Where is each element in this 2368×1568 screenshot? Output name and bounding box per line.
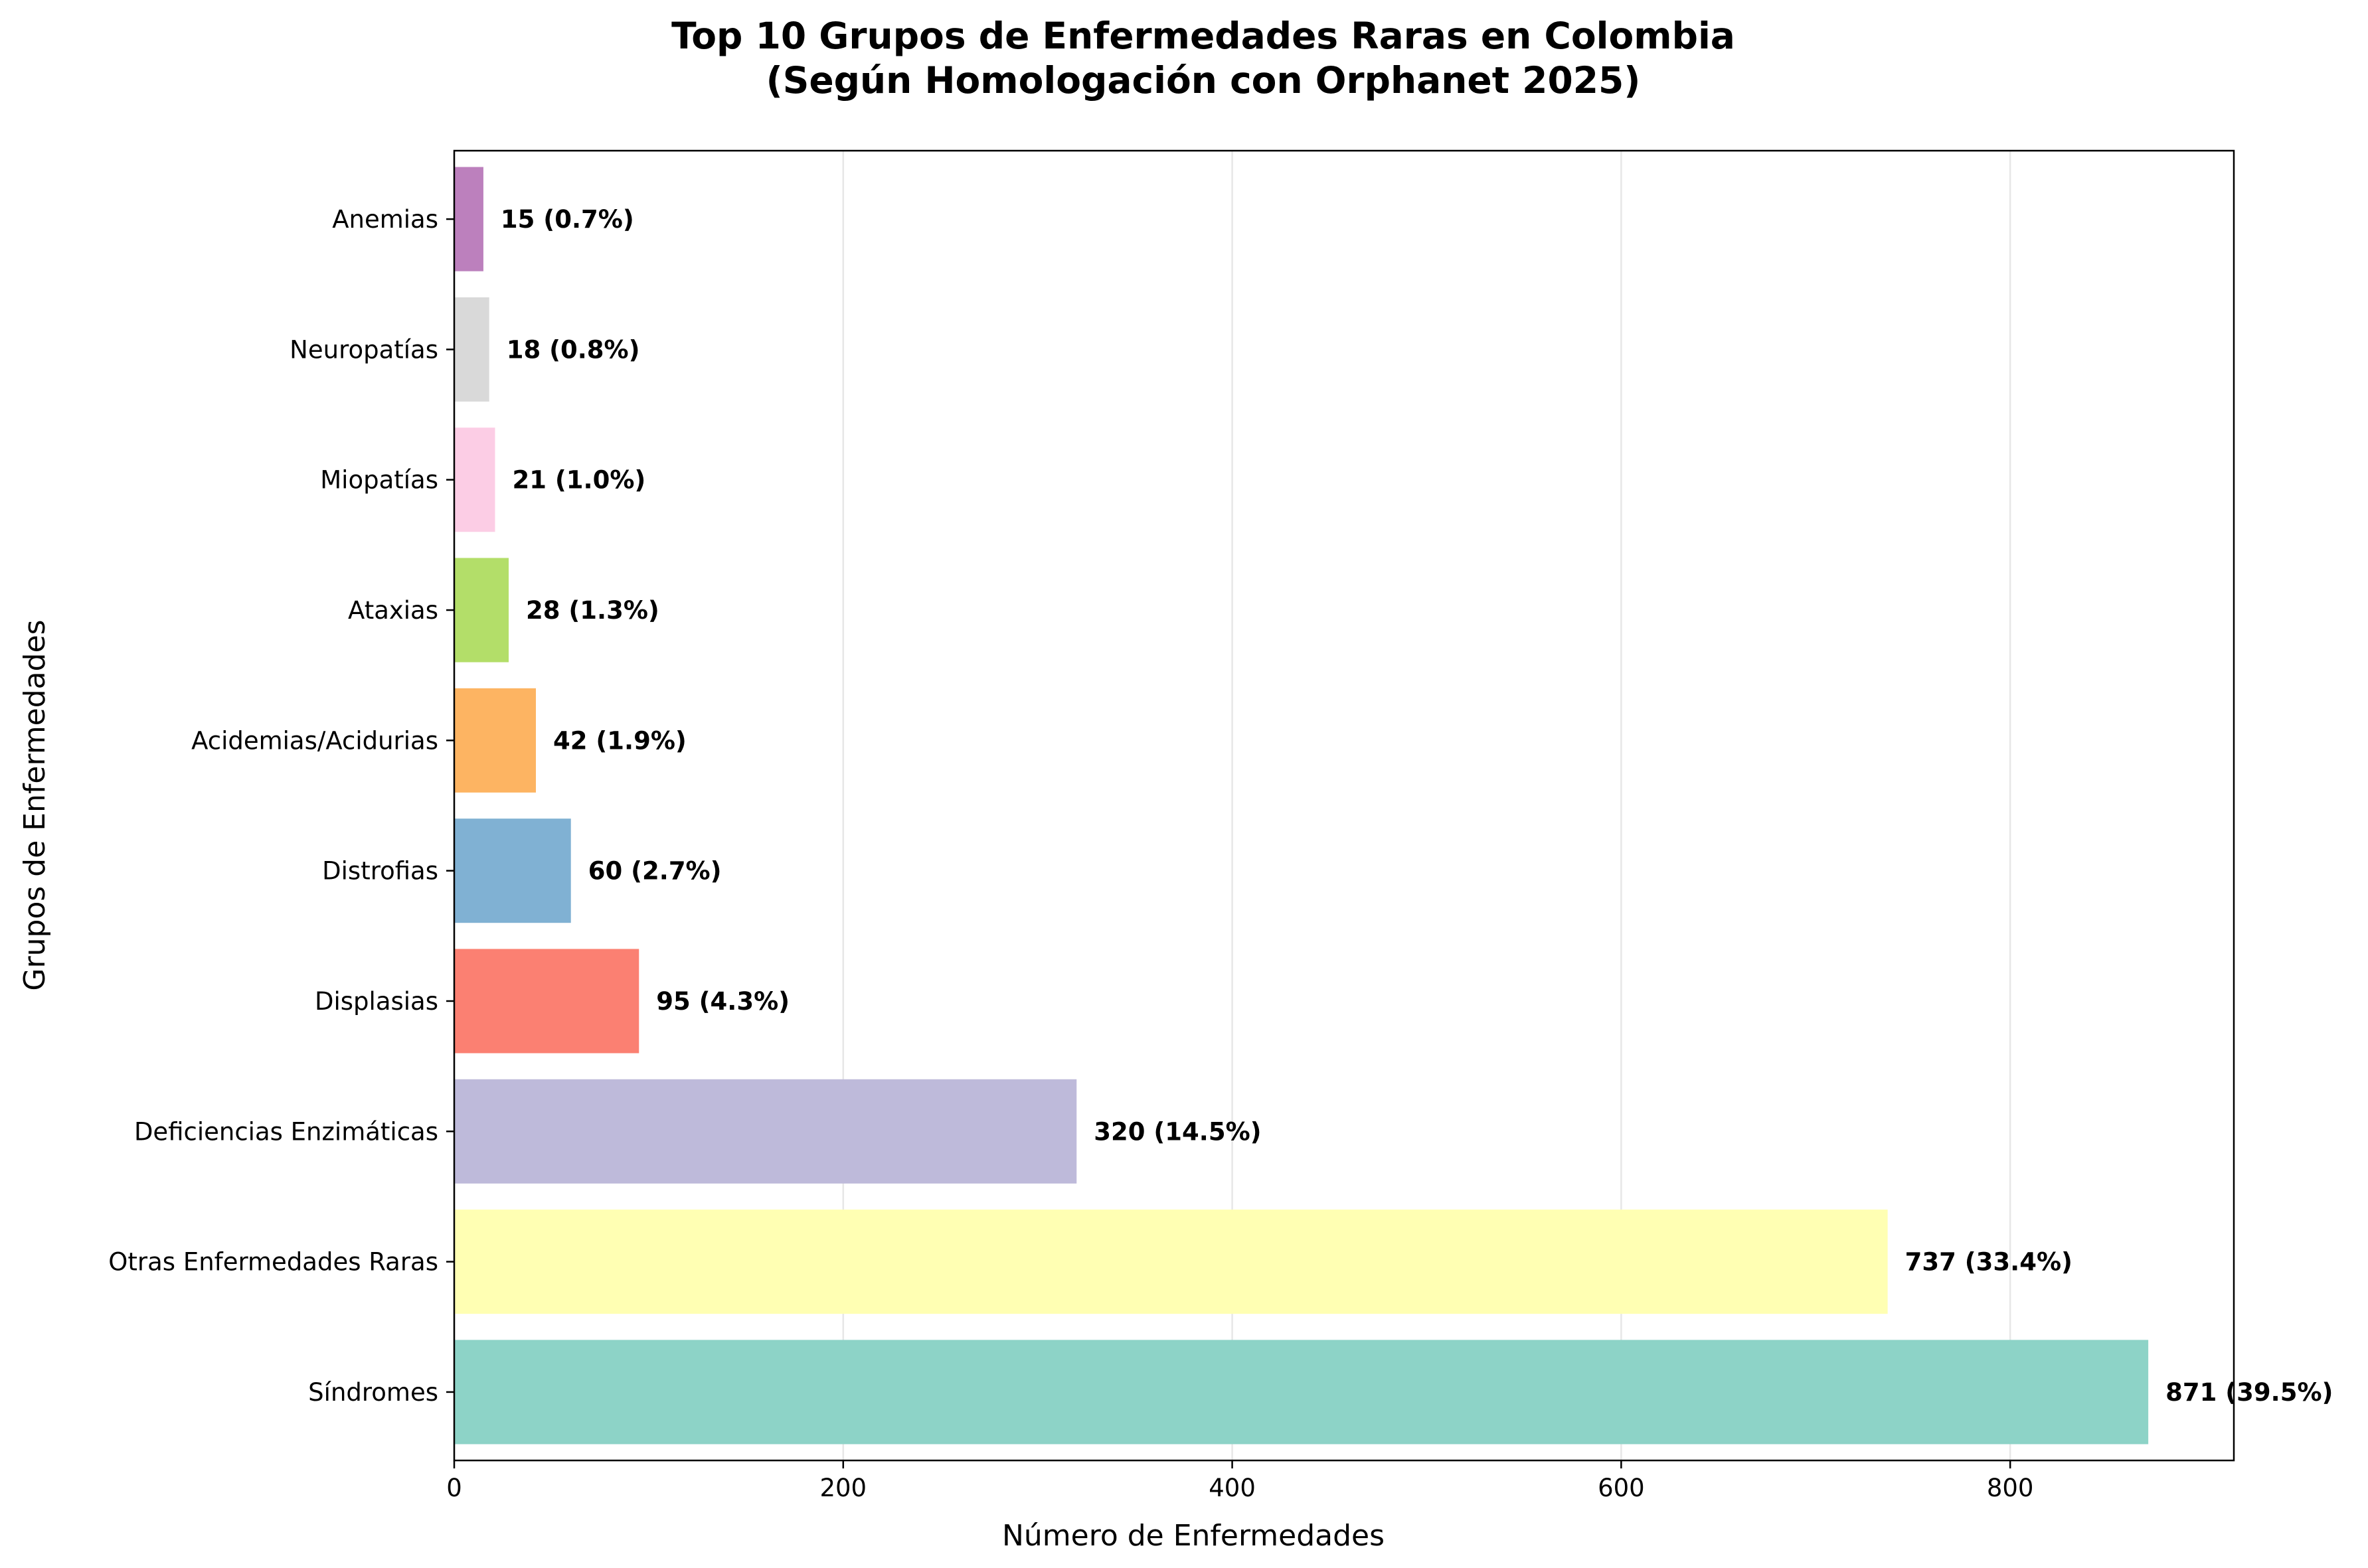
x-tick-label: 600 (1598, 1474, 1645, 1502)
y-tick-label: Síndromes (308, 1378, 438, 1407)
bar (454, 428, 495, 532)
y-tick-label: Deficiencias Enzimáticas (134, 1117, 438, 1146)
bar (454, 558, 509, 663)
bar (454, 167, 483, 272)
y-tick-label: Acidemias/Acidurias (191, 726, 438, 755)
plot-frame (453, 149, 2235, 1462)
y-axis-label: Grupos de Enfermedades (18, 619, 52, 990)
data-label: 42 (1.9%) (553, 726, 687, 755)
y-tick-label: Anemias (332, 205, 438, 234)
y-tick-label: Ataxias (348, 596, 438, 625)
bar (454, 1340, 2149, 1445)
bar (454, 949, 639, 1054)
bar (454, 819, 571, 923)
bar (454, 688, 537, 793)
data-label: 60 (2.7%) (588, 857, 722, 886)
x-tick-label: 200 (819, 1474, 867, 1502)
bar (454, 297, 489, 402)
data-label: 28 (1.3%) (526, 596, 659, 625)
data-label: 18 (0.8%) (507, 335, 640, 364)
y-tick-label: Otras Enfermedades Raras (108, 1248, 438, 1277)
bar (454, 1210, 1888, 1314)
x-axis-label: Número de Enfermedades (1002, 1519, 1385, 1553)
label-layer: 871 (39.5%) 737 (33.4%) 320 (14.5%) 95 (4.3… (501, 205, 2333, 1407)
chart-title: Top 10 Grupos de Enfermedades Raras en C… (671, 15, 1735, 57)
x-tick-label: 0 (446, 1474, 462, 1502)
x-tick-label: 800 (1987, 1474, 2034, 1502)
data-label: 21 (1.0%) (513, 466, 646, 495)
y-tick-label: Miopatías (320, 466, 438, 495)
y-tick-label: Displasias (315, 987, 438, 1016)
bar (454, 1079, 1077, 1184)
data-label: 15 (0.7%) (501, 205, 634, 234)
data-label: 320 (14.5%) (1094, 1117, 1261, 1146)
data-label: 95 (4.3%) (656, 987, 790, 1016)
x-tick-label: 400 (1209, 1474, 1256, 1502)
bar-layer (454, 167, 2149, 1445)
data-label: 871 (39.5%) (2165, 1378, 2333, 1407)
data-label: 737 (33.4%) (1905, 1248, 2072, 1277)
tick-layer: 0 200 400 600 800 Síndromes Otras Enfermedades… (108, 205, 2033, 1502)
chart-subtitle: (Según Homologación con Orphanet 2025) (766, 59, 1641, 102)
y-tick-label: Distrofias (322, 857, 438, 886)
y-tick-label: Neuropatías (290, 335, 438, 364)
